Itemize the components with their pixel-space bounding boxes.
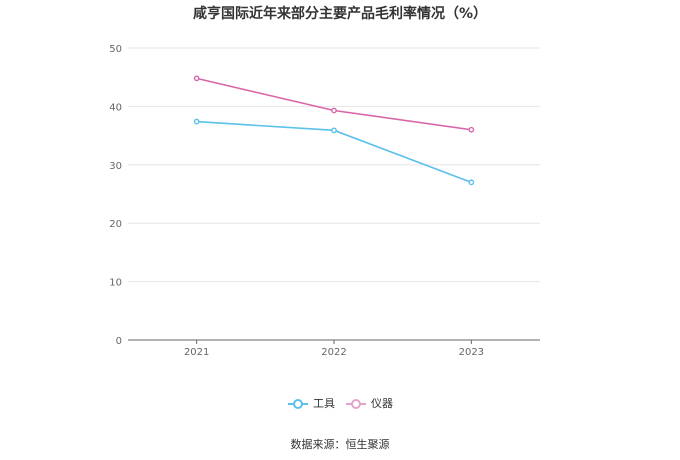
legend-marker-tools bbox=[288, 399, 308, 409]
legend-marker-instruments bbox=[346, 399, 366, 409]
data-point bbox=[331, 107, 337, 114]
series bbox=[193, 75, 475, 186]
data-point bbox=[193, 75, 200, 82]
legend-item-tools[interactable]: 工具 bbox=[287, 397, 335, 411]
gridlines bbox=[128, 47, 540, 283]
chart-title: 咸亨国际近年来部分主要产品毛利率情况（%） bbox=[192, 6, 488, 22]
data-point bbox=[468, 126, 475, 133]
data-source: 数据来源：恒生聚源 bbox=[290, 438, 390, 451]
y-tick-label: 10 bbox=[109, 278, 122, 289]
axes: 0 10 20 30 40 50 2021 2022 2023 bbox=[109, 44, 540, 358]
x-tick-label: 2023 bbox=[459, 347, 484, 358]
x-tick-label: 2021 bbox=[184, 347, 209, 358]
y-tick-label: 40 bbox=[109, 102, 122, 113]
legend-label-instruments: 仪器 bbox=[371, 397, 393, 410]
data-point bbox=[331, 127, 337, 134]
y-tick-label: 50 bbox=[109, 44, 122, 55]
y-tick-label: 30 bbox=[109, 161, 122, 172]
data-point bbox=[193, 118, 200, 125]
y-tick-label: 0 bbox=[116, 336, 122, 347]
legend-label-tools: 工具 bbox=[313, 397, 335, 410]
legend-item-instruments[interactable]: 仪器 bbox=[345, 397, 393, 411]
data-point bbox=[468, 179, 475, 186]
y-tick-label: 20 bbox=[109, 219, 122, 230]
series-line-1 bbox=[196, 77, 472, 131]
x-tick-label: 2022 bbox=[321, 347, 346, 358]
legend: 工具 仪器 bbox=[0, 397, 680, 411]
